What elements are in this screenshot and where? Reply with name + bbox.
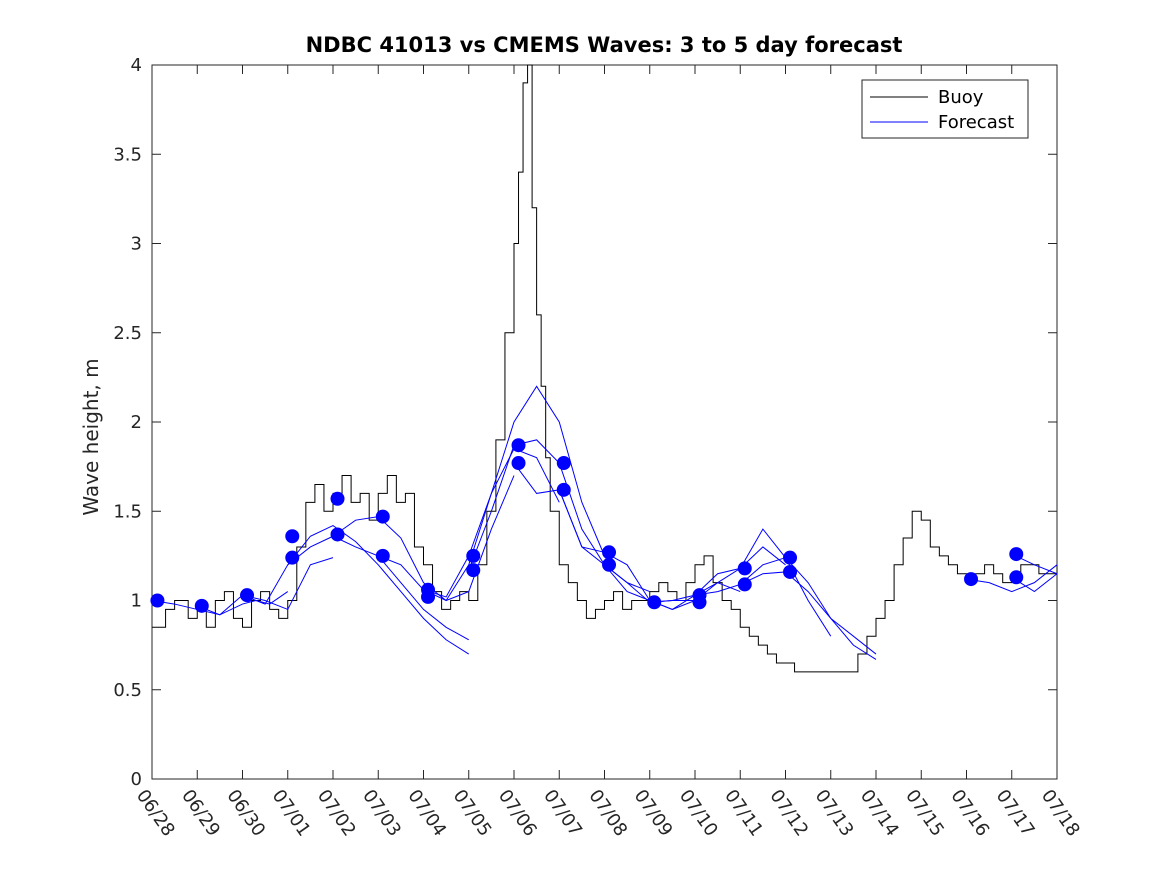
forecast-marker [692, 595, 707, 610]
forecast-run-line [197, 557, 334, 616]
y-tick-label: 2.5 [113, 323, 142, 344]
plot-area [151, 64, 1058, 780]
forecast-marker [466, 563, 481, 578]
forecast-run-line [966, 564, 1058, 593]
x-tick-label: 06/28 [132, 786, 179, 841]
forecast-marker [602, 557, 617, 572]
x-tick-label: 07/18 [1037, 786, 1084, 841]
x-tick-label: 07/17 [992, 786, 1039, 841]
forecast-run-line [332, 475, 515, 602]
forecast-marker [1009, 570, 1024, 585]
forecast-marker [1009, 547, 1024, 562]
x-tick-label: 07/08 [584, 786, 631, 841]
y-tick-label: 4 [131, 55, 142, 76]
x-tick-label: 07/06 [494, 786, 541, 841]
forecast-marker [737, 561, 752, 576]
y-axis: 0 0.5 1 1.5 2 2.5 3 3.5 4 [113, 55, 1057, 790]
legend-label-buoy: Buoy [938, 87, 984, 108]
x-tick-label: 07/07 [539, 786, 586, 841]
forecast-marker [330, 491, 345, 506]
forecast-marker [150, 593, 165, 608]
forecast-marker [602, 545, 617, 560]
forecast-marker [556, 456, 571, 471]
y-axis-label: Wave height, m [79, 358, 103, 515]
x-tick-label: 07/09 [630, 786, 677, 841]
forecast-marker [511, 456, 526, 471]
forecast-marker [421, 589, 436, 604]
forecast-marker [375, 548, 390, 563]
forecast-marker [737, 577, 752, 592]
forecast-run-line [423, 385, 605, 598]
y-tick-label: 0.5 [113, 680, 142, 701]
forecast-marker [285, 529, 300, 544]
forecast-run-line [287, 524, 470, 655]
y-tick-label: 3 [131, 234, 142, 255]
forecast-marker [194, 598, 209, 613]
forecast-marker [330, 527, 345, 542]
x-tick-label: 07/13 [811, 786, 858, 841]
forecast-marker [285, 550, 300, 565]
series-layer [150, 64, 1058, 673]
forecast-run-line [378, 448, 560, 602]
forecast-marker [375, 509, 390, 524]
buoy-series-line [152, 64, 1058, 673]
y-tick-label: 0 [131, 769, 142, 790]
x-tick-label: 07/02 [313, 786, 360, 841]
x-tick-label: 06/29 [177, 786, 224, 841]
x-tick-label: 07/14 [856, 786, 903, 841]
forecast-marker [783, 550, 798, 565]
legend-box [861, 79, 1029, 139]
x-tick-label: 07/01 [268, 786, 315, 841]
y-tick-label: 1.5 [113, 501, 142, 522]
x-tick-label: 07/11 [720, 786, 767, 841]
forecast-marker [964, 572, 979, 587]
forecast-marker [466, 548, 481, 563]
forecast-run-line [151, 591, 289, 616]
x-tick-label: 07/05 [449, 786, 496, 841]
y-tick-label: 2 [131, 412, 142, 433]
forecast-run-line [242, 535, 469, 641]
forecast-marker [556, 482, 571, 497]
legend-label-forecast: Forecast [938, 112, 1014, 133]
forecast-run-line [740, 571, 877, 655]
x-tick-label: 07/03 [358, 786, 405, 841]
x-tick-label: 07/16 [946, 786, 993, 841]
forecast-marker [240, 588, 255, 603]
legend: Buoy Forecast [861, 79, 1029, 139]
x-tick-label: 06/30 [222, 786, 269, 841]
forecast-marker [647, 595, 662, 610]
forecast-marker [783, 564, 798, 579]
forecast-marker [511, 438, 526, 453]
x-tick-label: 07/12 [765, 786, 812, 841]
x-tick-label: 07/10 [675, 786, 722, 841]
y-tick-label: 1 [131, 591, 142, 612]
chart-title: NDBC 41013 vs CMEMS Waves: 3 to 5 day fo… [306, 33, 903, 57]
x-tick-label: 07/15 [901, 786, 948, 841]
y-tick-label: 3.5 [113, 144, 142, 165]
x-tick-label: 07/04 [403, 786, 450, 841]
